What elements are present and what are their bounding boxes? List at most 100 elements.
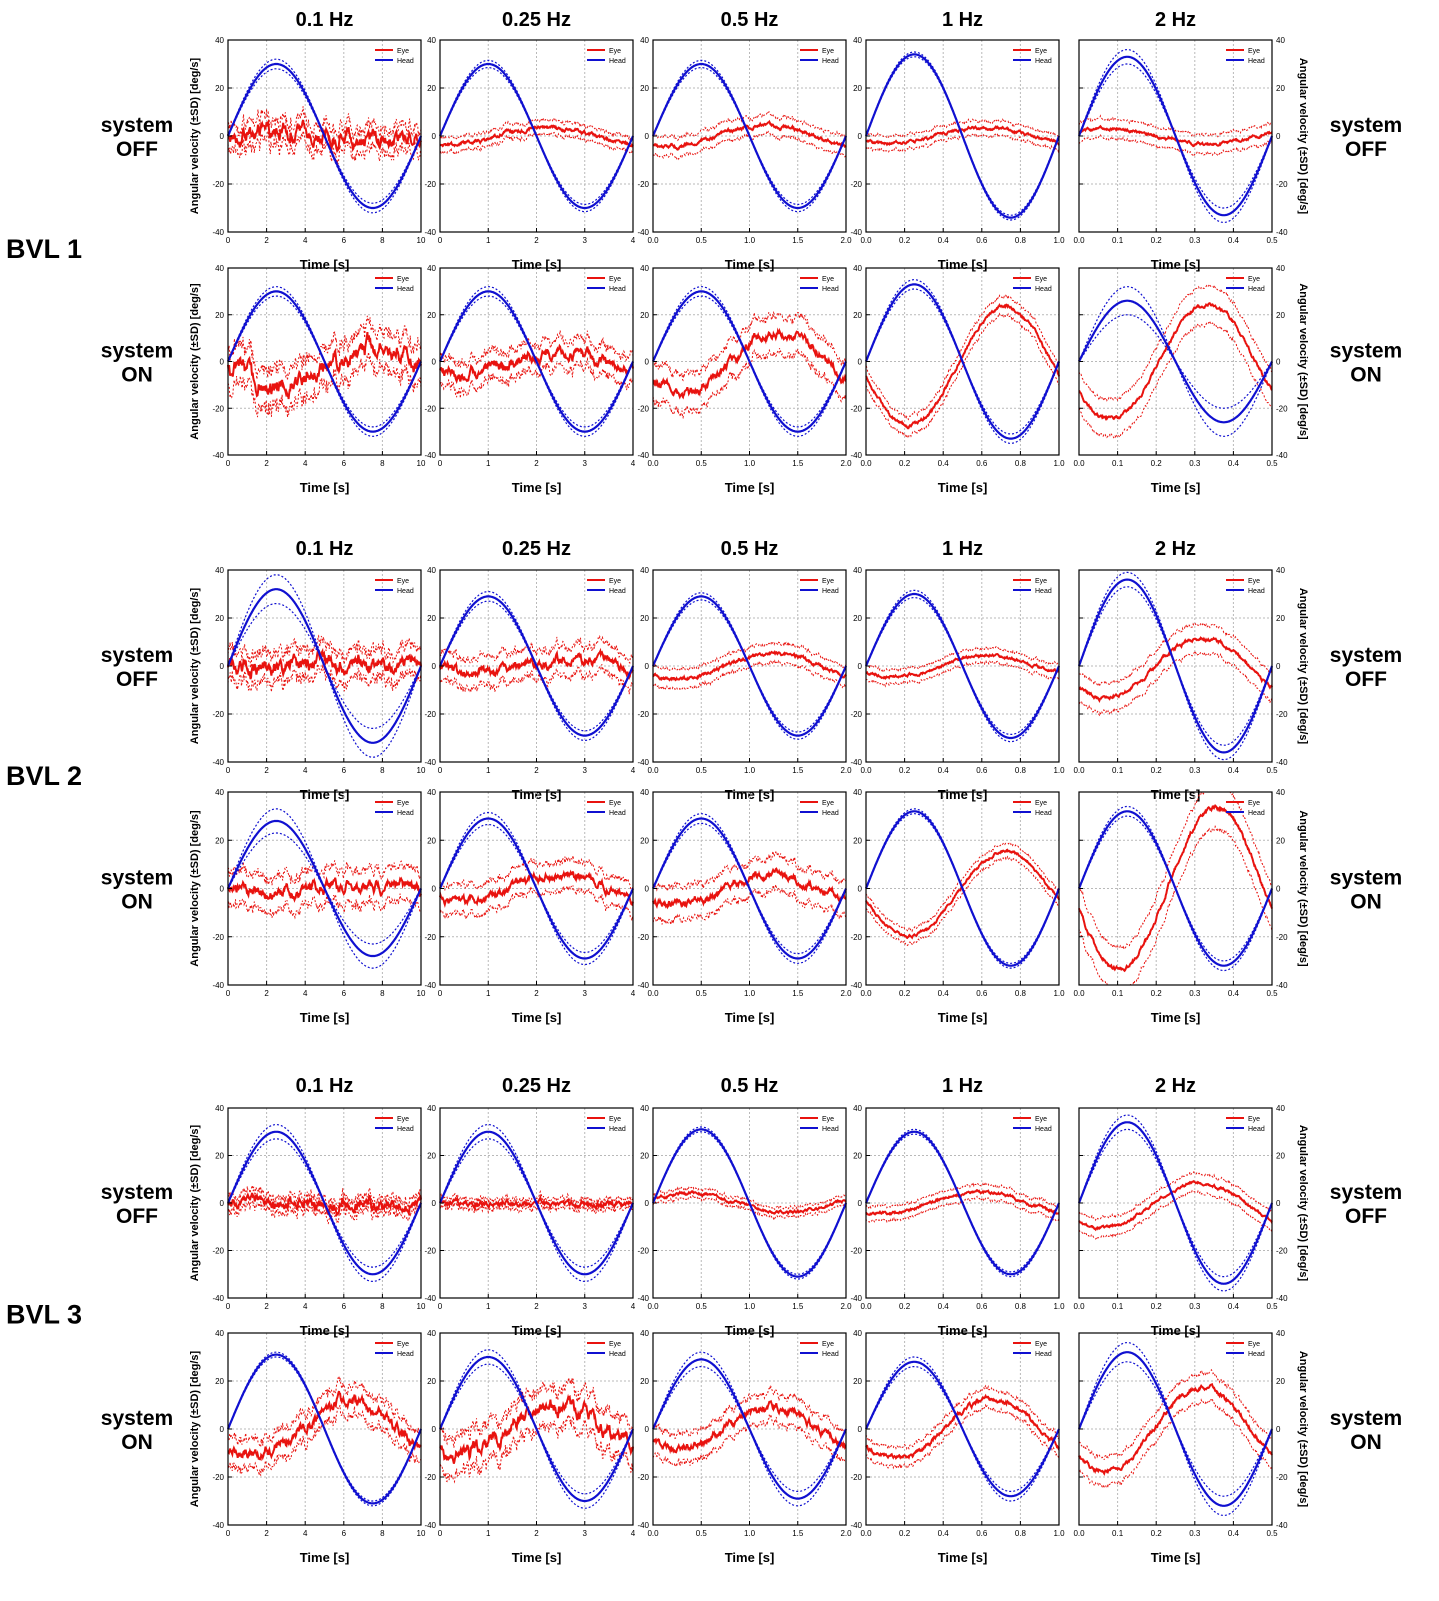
x-tick-label: 0.5	[1266, 1529, 1278, 1538]
legend: Eye Head	[1013, 1341, 1052, 1358]
eye-sd-lower	[652, 348, 847, 419]
head-sd-lower	[439, 1138, 634, 1268]
eye-sd-upper	[227, 1375, 422, 1448]
x-tick-label: 8	[380, 1302, 385, 1311]
x-tick-label: 0.2	[1151, 459, 1163, 468]
y-tick-label: -20	[424, 1473, 436, 1482]
x-tick-label: 0.0	[860, 1529, 872, 1538]
y-tick-label: 0	[858, 885, 863, 894]
condition-label-right-bvl-1-system-on: system	[1330, 340, 1402, 363]
eye-mean-line	[865, 302, 1060, 430]
eye-mean-line	[865, 1393, 1060, 1461]
freq-title-bvl-2-0-1-hz: 0.1 Hz	[296, 538, 354, 560]
head-mean-line	[864, 283, 1061, 440]
eye-sd-lower	[1078, 1189, 1273, 1240]
legend-head-label: Head	[1248, 810, 1265, 817]
panel-bvl-2-system-on-0-1-hz: 0 2 4 6 8 10 Time [s] -40 -20 0 20 40 Eye Head	[212, 788, 426, 1025]
x-tick-label: 0.0	[860, 236, 872, 245]
head-mean-line	[226, 290, 423, 433]
y-tick-label: -20	[850, 1473, 862, 1482]
y-tick-label: 0	[1276, 662, 1281, 671]
x-tick-label: 2	[534, 989, 539, 998]
head-sd-lower	[227, 68, 422, 204]
panel-bvl-2-system-on-0-25-hz: 0 1 2 3 4 Time [s] -40 -20 0 20 40 Eye Head	[424, 788, 635, 1025]
legend-eye-label: Eye	[822, 48, 834, 55]
panel-bvl-2-system-on-0-5-hz: 0.0 0.5 1.0 1.5 2.0 Time [s] -40 -20 0 20 40 Eye Hea…	[637, 788, 852, 1025]
head-sd-upper	[439, 811, 634, 966]
panel-bvl-3-system-off-0-25-hz: 0 1 2 3 4 Time [s] -40 -20 0 20 40 Eye Head	[424, 1104, 635, 1338]
eye-sd-lower	[227, 352, 422, 418]
eye-sd-lower	[1078, 134, 1273, 158]
head-sd-lower	[865, 1133, 1060, 1273]
eye-mean-line	[227, 118, 422, 154]
x-axis-label: Time [s]	[300, 1010, 350, 1025]
y-tick-label: 0	[858, 662, 863, 671]
panel-bvl-3-system-off-0-5-hz: 0.0 0.5 1.0 1.5 2.0 Time [s] -40 -20 0 20 40 Eye Hea…	[637, 1104, 852, 1338]
x-tick-label: 0.1	[1112, 766, 1124, 775]
y-tick-label: 0	[432, 132, 437, 141]
x-tick-label: 4	[631, 989, 636, 998]
x-tick-label: 1.0	[1053, 1302, 1065, 1311]
x-axis-label: Time [s]	[300, 1550, 350, 1565]
x-tick-label: 2	[534, 1529, 539, 1538]
condition-label-right-bvl-3-system-on: system	[1330, 1407, 1402, 1430]
eye-mean-line	[439, 124, 634, 148]
eye-mean-line	[1078, 636, 1273, 704]
condition-label-left-bvl-3-system-on-state: ON	[121, 1431, 153, 1454]
x-tick-label: 1.0	[744, 766, 756, 775]
y-tick-label: 40	[640, 1329, 649, 1338]
legend-eye-label: Eye	[1248, 578, 1260, 585]
x-tick-label: 10	[417, 989, 426, 998]
y-tick-label: 40	[640, 566, 649, 575]
y-tick-label: 20	[427, 614, 436, 623]
x-tick-label: 0	[438, 766, 443, 775]
y-tick-label: -40	[850, 1294, 862, 1303]
condition-label-right-bvl-3-system-off-state: OFF	[1345, 1205, 1387, 1228]
y-tick-label: -40	[212, 228, 224, 237]
y-tick-label: -40	[1276, 1521, 1288, 1530]
panel-bvl-3-system-on-0-1-hz: 0 2 4 6 8 10 Time [s] -40 -20 0 20 40 Eye Head	[212, 1329, 426, 1565]
eye-sd-upper	[1078, 114, 1273, 138]
y-tick-label: 40	[853, 1329, 862, 1338]
head-sd-upper	[439, 1349, 634, 1509]
head-mean-line	[226, 1353, 423, 1505]
condition-label-left-bvl-1-system-off: system	[101, 114, 173, 137]
head-mean-line	[438, 1130, 635, 1276]
y-tick-label: 40	[1276, 36, 1285, 45]
legend-head-label: Head	[609, 810, 626, 817]
y-tick-label: 40	[1276, 566, 1285, 575]
head-mean-line	[1077, 299, 1274, 424]
y-tick-label: 0	[432, 885, 437, 894]
head-mean-line	[438, 290, 635, 433]
eye-sd-lower	[1078, 319, 1273, 439]
eye-mean-line	[1078, 803, 1273, 973]
x-tick-label: 2.0	[840, 1529, 852, 1538]
head-sd-lower	[439, 824, 634, 953]
x-tick-label: 0.0	[647, 1529, 659, 1538]
freq-title-bvl-2-0-5-hz: 0.5 Hz	[721, 538, 779, 560]
x-tick-label: 0.1	[1112, 459, 1124, 468]
x-tick-label: 0.2	[1151, 989, 1163, 998]
y-axis-label-right-bvl-3-system-off: Angular velocity (±SD) [deg/s]	[1297, 1125, 1309, 1282]
x-tick-label: 0.4	[1228, 459, 1240, 468]
y-axis-label-right-bvl-3-system-on: Angular velocity (±SD) [deg/s]	[1297, 1351, 1309, 1508]
y-tick-label: 0	[645, 358, 650, 367]
y-tick-label: -20	[212, 404, 224, 413]
legend: Eye Head	[375, 578, 414, 595]
x-tick-label: 8	[380, 236, 385, 245]
head-mean-line	[651, 1128, 848, 1278]
y-tick-label: 20	[1276, 1152, 1285, 1161]
legend: Eye Head	[375, 1341, 414, 1358]
x-tick-label: 2	[264, 766, 269, 775]
y-tick-label: -40	[212, 1521, 224, 1530]
x-tick-label: 1	[486, 1302, 491, 1311]
legend-head-label: Head	[397, 588, 414, 595]
x-tick-label: 6	[342, 766, 347, 775]
y-tick-label: 40	[853, 264, 862, 273]
legend: Eye Head	[375, 276, 414, 293]
eye-sd-lower	[227, 892, 422, 920]
x-tick-label: 0.2	[899, 1302, 911, 1311]
condition-label-left-bvl-2-system-off-state: OFF	[116, 668, 158, 691]
x-tick-label: 2	[534, 766, 539, 775]
